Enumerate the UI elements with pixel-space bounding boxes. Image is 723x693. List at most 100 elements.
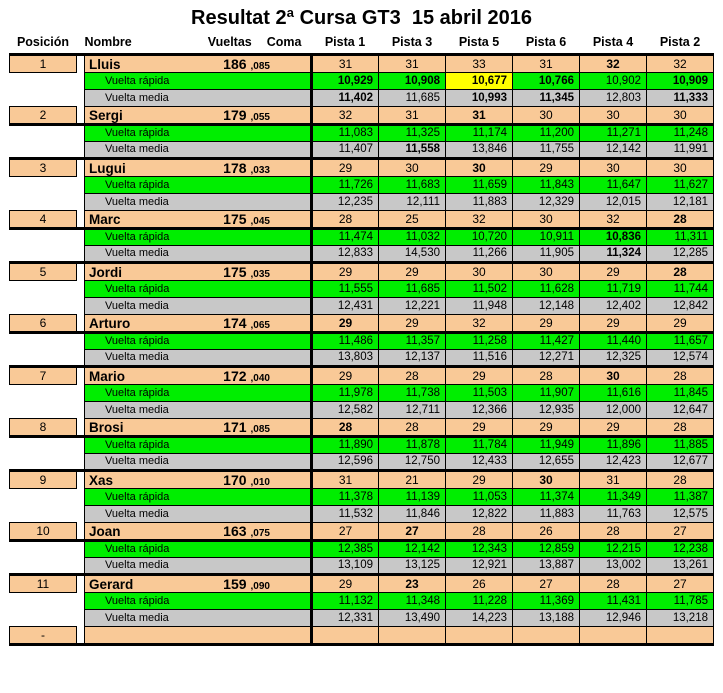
results-table: Posición Nombre Vueltas Coma Pista 1 Pis… [9, 32, 714, 646]
lap-count-cell: 32 [579, 209, 647, 230]
lap-count-cell: 30 [445, 157, 513, 177]
lap-count-cell: 28 [378, 365, 446, 385]
lap-count-cell: 27 [646, 521, 714, 542]
avg-lap-cell: 12,677 [646, 452, 714, 472]
position-spacer [9, 72, 77, 89]
lap-count-cell: 29 [579, 417, 647, 438]
lap-count-cell: 29 [445, 417, 513, 438]
driver-row: 10 Joan 163,075 27 27 28 26 28 27 [9, 521, 714, 542]
gap-cell [76, 349, 85, 368]
position-cell: 8 [9, 417, 77, 438]
position-spacer [9, 349, 77, 368]
avg-lap-cell: 12,000 [579, 400, 647, 419]
lap-count-cell: 31 [512, 52, 580, 73]
fast-lap-cell: 11,719 [579, 279, 647, 298]
fast-lap-cell: 11,784 [445, 435, 513, 454]
driver-name-cell: Lluis 186,085 [84, 52, 313, 73]
fast-lap-cell: 11,228 [445, 591, 513, 610]
driver-name: Lugui [89, 160, 126, 176]
fast-lap-cell: 10,902 [579, 71, 647, 90]
driver-name: Xas [89, 472, 114, 488]
laps-decimal: ,055 [250, 111, 270, 123]
lap-count-cell: 30 [646, 105, 714, 126]
avg-lap-cell: 13,803 [311, 348, 379, 368]
lap-count-cell: 28 [579, 573, 647, 593]
fast-lap-cell: 11,378 [311, 487, 379, 506]
header-pista-2: Pista 2 [659, 34, 701, 49]
lap-count-cell: 30 [512, 209, 580, 230]
lap-count-cell [579, 625, 647, 646]
position-spacer [9, 384, 77, 401]
header-coma: Coma [266, 34, 302, 49]
fast-lap-cell: 11,785 [646, 591, 714, 610]
gap-cell [76, 106, 85, 126]
page-title: Resultat 2ª Cursa GT3 15 abril 2016 [191, 7, 532, 29]
avg-lap-cell: 14,530 [378, 244, 446, 264]
avg-lap-row: Vuelta media 11,532 11,846 12,822 11,883 11,7… [9, 504, 714, 523]
position-spacer [9, 245, 77, 264]
avg-lap-cell: 12,325 [579, 348, 647, 368]
lap-count-cell: 30 [579, 157, 647, 177]
laps-decimal: ,090 [250, 580, 270, 592]
lap-count-cell: 30 [579, 105, 647, 126]
avg-lap-cell: 11,333 [646, 88, 714, 107]
fast-lap-cell: 11,978 [311, 383, 379, 402]
position-spacer [9, 228, 77, 245]
laps-total: 175 [223, 210, 247, 227]
avg-lap-cell: 12,221 [378, 296, 446, 315]
driver-name-cell: Marc 175,045 [84, 209, 313, 230]
lap-count-cell: 29 [512, 417, 580, 438]
avg-lap-cell: 10,993 [445, 88, 513, 107]
position-cell: - [9, 625, 77, 646]
lap-count-cell: 32 [445, 209, 513, 230]
avg-lap-cell: 12,111 [378, 192, 446, 211]
avg-lap-cell: 11,883 [512, 504, 580, 523]
gap-cell [76, 158, 85, 176]
laps-decimal: ,035 [250, 268, 270, 280]
fast-lap-row: Vuelta rápida 11,555 11,685 11,502 11,628 11,… [9, 279, 714, 298]
fast-lap-cell: 11,502 [445, 279, 513, 298]
laps-total: 186 [223, 55, 247, 72]
fast-lap-row: Vuelta rápida 11,890 11,878 11,784 11,949 11,… [9, 435, 714, 454]
header-pista-5: Pista 5 [458, 34, 500, 49]
avg-lap-label: Vuelta media [84, 140, 313, 160]
fast-lap-row: Vuelta rápida 11,083 11,325 11,174 11,200 11,… [9, 123, 714, 142]
avg-lap-label: Vuelta media [84, 192, 313, 211]
fast-lap-cell: 11,374 [512, 487, 580, 506]
lap-count-cell: 30 [512, 469, 580, 489]
fast-lap-cell: 11,083 [311, 123, 379, 142]
header-pista-3: Pista 3 [391, 34, 433, 49]
avg-lap-cell: 11,948 [445, 296, 513, 315]
laps-total: 178 [223, 159, 247, 176]
fast-lap-label: Vuelta rápida [84, 71, 313, 90]
lap-count-cell: 28 [378, 417, 446, 438]
fast-lap-row: Vuelta rápida 11,132 11,348 11,228 11,369 11,… [9, 591, 714, 610]
gap-cell [76, 141, 85, 160]
avg-lap-cell: 11,763 [579, 504, 647, 523]
position-spacer [9, 176, 77, 193]
gap-cell [76, 540, 85, 557]
position-cell: 10 [9, 521, 77, 542]
fast-lap-cell: 10,909 [646, 71, 714, 90]
lap-count-cell: 32 [311, 105, 379, 126]
position-spacer [9, 124, 77, 141]
position-spacer [9, 609, 77, 626]
driver-row: 3 Lugui 178,033 29 30 30 29 30 30 [9, 157, 714, 177]
lap-count-cell [445, 625, 513, 646]
laps-decimal: ,075 [250, 527, 270, 539]
fast-lap-cell: 11,657 [646, 331, 714, 350]
avg-lap-cell: 12,582 [311, 400, 379, 419]
avg-lap-cell: 12,402 [579, 296, 647, 315]
position-cell: 2 [9, 105, 77, 126]
fast-lap-cell: 11,431 [579, 591, 647, 610]
laps-decimal: ,033 [250, 164, 270, 176]
avg-lap-cell: 13,002 [579, 556, 647, 576]
avg-lap-label: Vuelta media [84, 88, 313, 107]
avg-lap-cell: 11,558 [378, 140, 446, 160]
driver-row: 9 Xas 170,010 31 21 29 30 31 28 [9, 469, 714, 489]
laps-total: 172 [223, 367, 247, 384]
driver-name-layout: Lugui 178,033 [86, 159, 309, 176]
header-pista-1: Pista 1 [324, 34, 366, 49]
avg-lap-cell: 13,218 [646, 608, 714, 627]
fast-lap-cell: 10,766 [512, 71, 580, 90]
